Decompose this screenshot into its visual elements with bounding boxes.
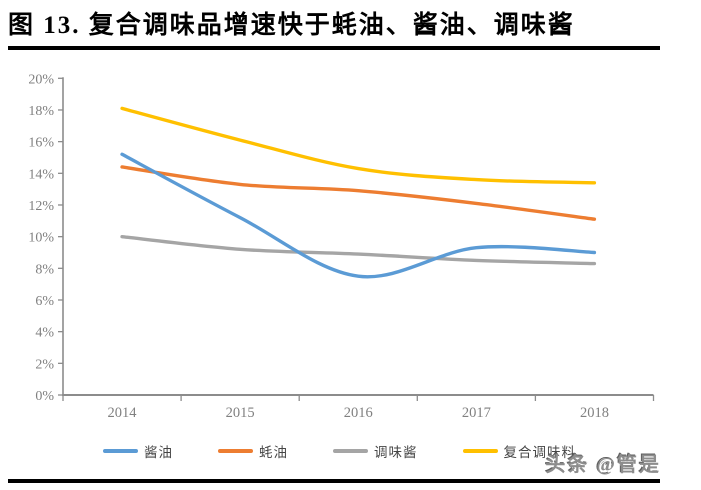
legend-item-3: 复合调味料 [462, 441, 577, 461]
y-axis-tick-label: 20% [28, 72, 54, 87]
legend-line-swatch-icon [103, 449, 138, 453]
legend-label: 酱油 [144, 445, 173, 460]
y-axis-tick-label: 8% [35, 262, 54, 277]
x-axis-tick-label: 2018 [580, 405, 609, 421]
watermark: 头条 @管是 [545, 454, 661, 476]
y-axis-tick-label: 12% [28, 199, 54, 214]
legend-line-swatch-icon [333, 449, 368, 453]
y-axis-tick-label: 16% [28, 136, 54, 151]
title-divider [8, 46, 660, 50]
x-axis-tick-label: 2014 [108, 405, 138, 421]
y-axis-tick-label: 4% [35, 326, 54, 341]
axes: 0% 2% 4% 6% 8% 10% 12% 14% 16% 18% 20% 2014 2015 2016… [28, 72, 655, 421]
legend-item-1: 蚝油 [218, 441, 288, 461]
legend-item-2: 调味酱 [333, 441, 418, 461]
growth-rate-line-chart: 0% 2% 4% 6% 8% 10% 12% 14% 16% 18% 20% 2014 2015 2016… [28, 72, 655, 421]
bottom-divider [8, 479, 660, 483]
y-axis-tick-label: 0% [35, 389, 54, 404]
legend-item-0: 酱油 [103, 441, 173, 461]
legend-label: 复合调味料 [503, 445, 576, 460]
series-line-1 [120, 165, 597, 221]
y-axis-tick-label: 10% [28, 231, 54, 246]
x-axis-tick-label: 2017 [462, 405, 491, 421]
legend-line-swatch-icon [218, 449, 253, 453]
chart-legend: 酱油 蚝油 调味酱 复合调味料 [103, 441, 576, 461]
figure-title: 图 13. 复合调味品增速快于蚝油、酱油、调味酱 [8, 12, 575, 39]
legend-line-swatch-icon [462, 449, 498, 453]
x-axis-tick-label: 2015 [226, 405, 255, 421]
y-axis-tick-label: 18% [28, 104, 54, 119]
y-axis-tick-label: 14% [28, 167, 54, 182]
y-axis-tick-label: 6% [35, 294, 54, 309]
series-line-0 [120, 152, 597, 279]
legend-label: 调味酱 [374, 445, 418, 460]
legend-label: 蚝油 [259, 445, 288, 460]
x-axis-tick-label: 2016 [344, 405, 373, 421]
series-line-2 [120, 234, 597, 266]
series-line-3 [120, 106, 597, 185]
y-axis-tick-label: 2% [35, 357, 54, 372]
